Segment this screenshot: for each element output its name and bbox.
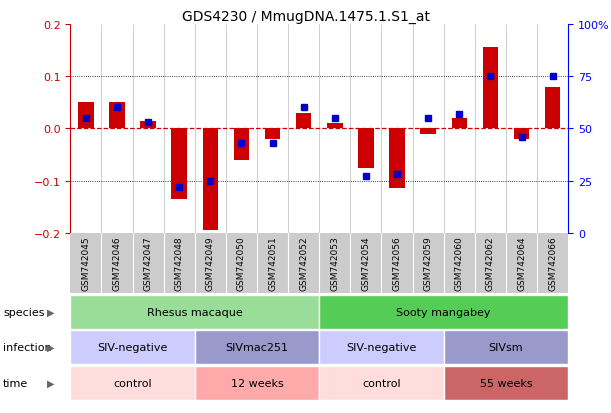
Text: infection: infection — [3, 342, 52, 352]
Bar — [358, 129, 374, 168]
Bar — [265, 129, 280, 140]
Text: SIV-negative: SIV-negative — [97, 342, 167, 352]
Text: species: species — [3, 307, 45, 317]
Text: time: time — [3, 378, 28, 388]
Text: GSM742046: GSM742046 — [112, 236, 122, 290]
Text: GSM742059: GSM742059 — [423, 236, 433, 291]
Text: control: control — [362, 378, 401, 388]
Text: GDS4230 / MmugDNA.1475.1.S1_at: GDS4230 / MmugDNA.1475.1.S1_at — [181, 10, 430, 24]
Text: Rhesus macaque: Rhesus macaque — [147, 307, 243, 317]
Text: 12 weeks: 12 weeks — [230, 378, 284, 388]
Bar — [389, 129, 405, 189]
Text: GSM742052: GSM742052 — [299, 236, 308, 290]
Bar — [172, 129, 187, 199]
Text: SIV-negative: SIV-negative — [346, 342, 417, 352]
Text: control: control — [113, 378, 152, 388]
Bar — [296, 114, 312, 129]
Text: GSM742064: GSM742064 — [517, 236, 526, 290]
Bar — [514, 129, 529, 140]
Bar — [327, 124, 343, 129]
Text: GSM742060: GSM742060 — [455, 236, 464, 291]
Text: GSM742049: GSM742049 — [206, 236, 215, 290]
Text: GSM742066: GSM742066 — [548, 236, 557, 291]
Bar — [545, 88, 560, 129]
Text: GSM742054: GSM742054 — [362, 236, 370, 290]
Text: GSM742053: GSM742053 — [331, 236, 339, 291]
Text: GSM742050: GSM742050 — [237, 236, 246, 291]
Text: ▶: ▶ — [47, 378, 54, 388]
Text: GSM742051: GSM742051 — [268, 236, 277, 291]
Bar — [452, 119, 467, 129]
Text: GSM742045: GSM742045 — [81, 236, 90, 290]
Text: SIVsm: SIVsm — [489, 342, 523, 352]
Text: GSM742062: GSM742062 — [486, 236, 495, 290]
Text: GSM742047: GSM742047 — [144, 236, 153, 290]
Text: ▶: ▶ — [47, 307, 54, 317]
Bar — [78, 103, 93, 129]
Text: SIVmac251: SIVmac251 — [225, 342, 288, 352]
Bar — [483, 48, 498, 129]
Bar — [141, 121, 156, 129]
Text: ▶: ▶ — [47, 342, 54, 352]
Text: GSM742048: GSM742048 — [175, 236, 184, 290]
Text: Sooty mangabey: Sooty mangabey — [397, 307, 491, 317]
Bar — [202, 129, 218, 231]
Text: GSM742056: GSM742056 — [392, 236, 401, 291]
Text: 55 weeks: 55 weeks — [480, 378, 532, 388]
Bar — [233, 129, 249, 160]
Bar — [420, 129, 436, 134]
Bar — [109, 103, 125, 129]
